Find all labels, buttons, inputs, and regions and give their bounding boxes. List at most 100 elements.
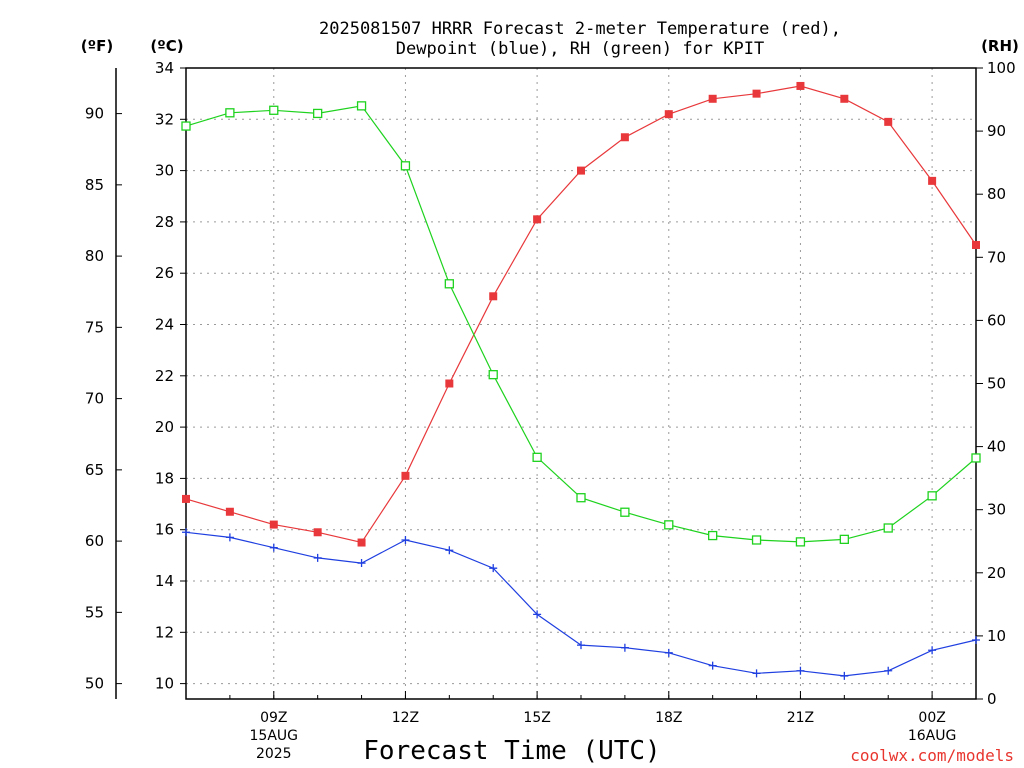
x-tick-label: 15Z xyxy=(523,710,550,726)
rh-point xyxy=(795,537,806,547)
x-tick-label: 2025 xyxy=(256,746,292,762)
celsius-tick-label: 24 xyxy=(155,316,174,334)
fahrenheit-tick-label: 55 xyxy=(85,603,104,621)
celsius-tick-label: 26 xyxy=(155,264,174,282)
rh-point xyxy=(708,530,718,541)
temperature-point xyxy=(269,520,278,529)
fahrenheit-tick-label: 50 xyxy=(85,675,104,693)
temperature-point xyxy=(225,507,234,516)
temperature-point xyxy=(752,89,761,98)
dewpoint-point xyxy=(533,610,542,619)
rh-point xyxy=(444,279,454,289)
fahrenheit-tick-label: 60 xyxy=(85,532,104,550)
temperature-line xyxy=(185,85,977,544)
fahrenheit-tick-label: 65 xyxy=(85,461,104,479)
chart-title-line-2: Dewpoint (blue), RH (green) for KPIT xyxy=(396,39,764,59)
celsius-tick-label: 18 xyxy=(155,469,174,487)
rh-point xyxy=(576,493,586,503)
rh-point xyxy=(971,453,981,463)
celsius-tick-label: 20 xyxy=(155,418,174,436)
temperature-point xyxy=(796,81,805,90)
rh-point xyxy=(181,121,191,131)
rh-point xyxy=(532,452,542,462)
dewpoint-point xyxy=(225,533,234,542)
temperature-point xyxy=(928,176,937,185)
dewpoint-point xyxy=(401,535,410,544)
x-tick-label: 09Z xyxy=(260,710,287,726)
temperature-point xyxy=(664,110,673,119)
x-axis-title: Forecast Time (UTC) xyxy=(363,736,660,766)
temperature-point xyxy=(884,117,893,126)
plot-frame xyxy=(185,67,977,700)
x-tick-label: 21Z xyxy=(787,710,814,726)
rh-point xyxy=(225,108,235,118)
rh-point xyxy=(927,491,937,501)
rh-series xyxy=(181,101,981,547)
gridlines xyxy=(186,68,976,699)
chart-title-line-1: 2025081507 HRRR Forecast 2-meter Tempera… xyxy=(319,19,841,39)
dewpoint-point xyxy=(577,641,585,650)
temperature-point xyxy=(708,94,717,103)
rh-tick-label: 90 xyxy=(987,122,1006,140)
x-tick-label: 12Z xyxy=(392,710,419,726)
temperature-point xyxy=(313,528,322,537)
rh-tick-label: 40 xyxy=(987,438,1006,456)
temperature-point xyxy=(489,292,498,301)
dewpoint-line xyxy=(185,531,977,677)
rh-point xyxy=(400,161,411,171)
rh-tick-label: 60 xyxy=(987,311,1006,329)
rh-point xyxy=(488,370,498,380)
temperature-point xyxy=(357,538,366,547)
rh-point xyxy=(664,520,674,530)
x-tick-label: 15AUG xyxy=(250,728,299,744)
data-series xyxy=(181,81,981,680)
rh-point xyxy=(313,108,323,119)
temperature-point xyxy=(577,166,585,175)
temperature-point xyxy=(972,240,980,249)
rh-unit-label: (RH) xyxy=(981,37,1019,55)
rh-point xyxy=(751,535,762,545)
x-tick-label: 16AUG xyxy=(908,728,957,744)
axes: 10 12 14 16 18 20 22 24 26 28 30 32 34 50 55 60 65 70 75 80… xyxy=(85,59,1016,762)
fahrenheit-tick-label: 80 xyxy=(85,247,104,265)
fahrenheit-tick-label: 90 xyxy=(85,105,104,123)
dewpoint-point xyxy=(313,553,322,562)
celsius-tick-label: 22 xyxy=(155,367,174,385)
rh-point xyxy=(839,534,849,545)
rh-tick-label: 20 xyxy=(987,564,1006,582)
dewpoint-point xyxy=(664,648,673,657)
celsius-tick-label: 34 xyxy=(155,59,174,77)
rh-tick-label: 70 xyxy=(987,248,1006,266)
dewpoint-point xyxy=(445,546,454,555)
dewpoint-point xyxy=(182,528,190,537)
temperature-point xyxy=(401,471,410,480)
temperature-point xyxy=(620,133,629,142)
celsius-tick-label: 12 xyxy=(155,623,174,641)
dewpoint-series xyxy=(182,528,980,680)
chart-title: 2025081507 HRRR Forecast 2-meter Tempera… xyxy=(319,19,841,59)
dewpoint-point xyxy=(620,643,629,652)
celsius-tick-label: 30 xyxy=(155,162,174,180)
celsius-tick-label: 16 xyxy=(155,521,174,539)
dewpoint-point xyxy=(357,559,366,568)
dewpoint-point xyxy=(840,671,849,680)
dewpoint-point xyxy=(972,636,980,645)
rh-point xyxy=(883,523,893,533)
temperature-point xyxy=(182,494,190,503)
dewpoint-point xyxy=(752,669,761,678)
rh-point xyxy=(620,507,630,517)
temperature-point xyxy=(445,379,454,388)
fahrenheit-tick-label: 75 xyxy=(85,318,104,336)
rh-tick-label: 100 xyxy=(987,59,1016,77)
temperature-series xyxy=(182,81,980,547)
rh-point xyxy=(356,101,367,111)
credit-text: coolwx.com/models xyxy=(850,746,1014,765)
celsius-tick-label: 28 xyxy=(155,213,174,231)
x-tick-label: 18Z xyxy=(655,710,682,726)
dewpoint-point xyxy=(796,666,805,675)
celsius-tick-label: 32 xyxy=(155,110,174,128)
fahrenheit-tick-label: 70 xyxy=(85,390,104,408)
rh-tick-label: 50 xyxy=(987,375,1006,393)
dewpoint-point xyxy=(708,661,717,670)
